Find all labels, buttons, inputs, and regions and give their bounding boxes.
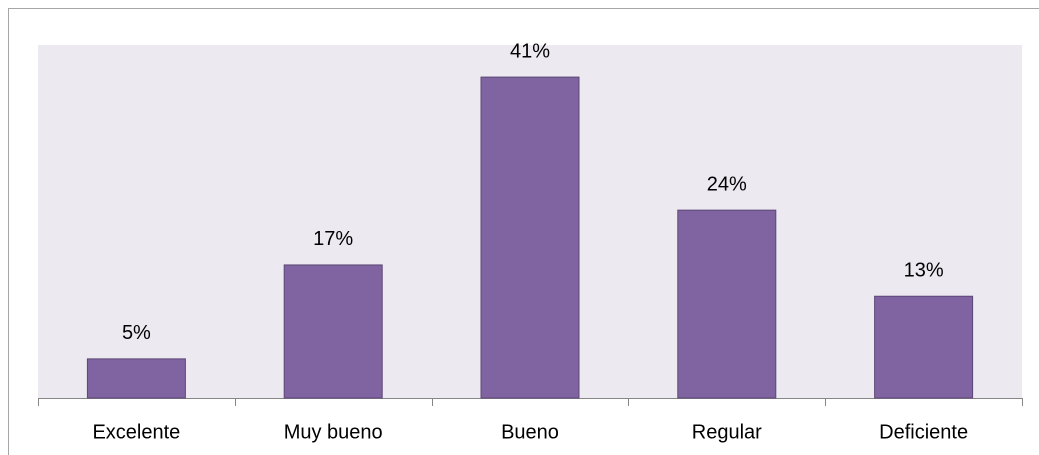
bar: [677, 209, 777, 399]
chart-frame: [8, 8, 1039, 455]
x-tick-label: Muy bueno: [284, 421, 383, 443]
x-tick-label: Bueno: [501, 421, 559, 443]
data-label: 17%: [313, 228, 353, 250]
x-tick-label: Regular: [692, 421, 762, 443]
x-tick-label: Excelente: [92, 421, 180, 443]
data-label: 41%: [510, 40, 550, 62]
bar: [874, 295, 974, 399]
x-tick-label: Deficiente: [879, 421, 968, 443]
data-label: 5%: [122, 322, 151, 344]
data-label: 24%: [707, 173, 747, 195]
bar: [86, 358, 186, 399]
data-label: 13%: [904, 260, 944, 282]
bar: [283, 264, 383, 399]
bar: [480, 76, 580, 399]
